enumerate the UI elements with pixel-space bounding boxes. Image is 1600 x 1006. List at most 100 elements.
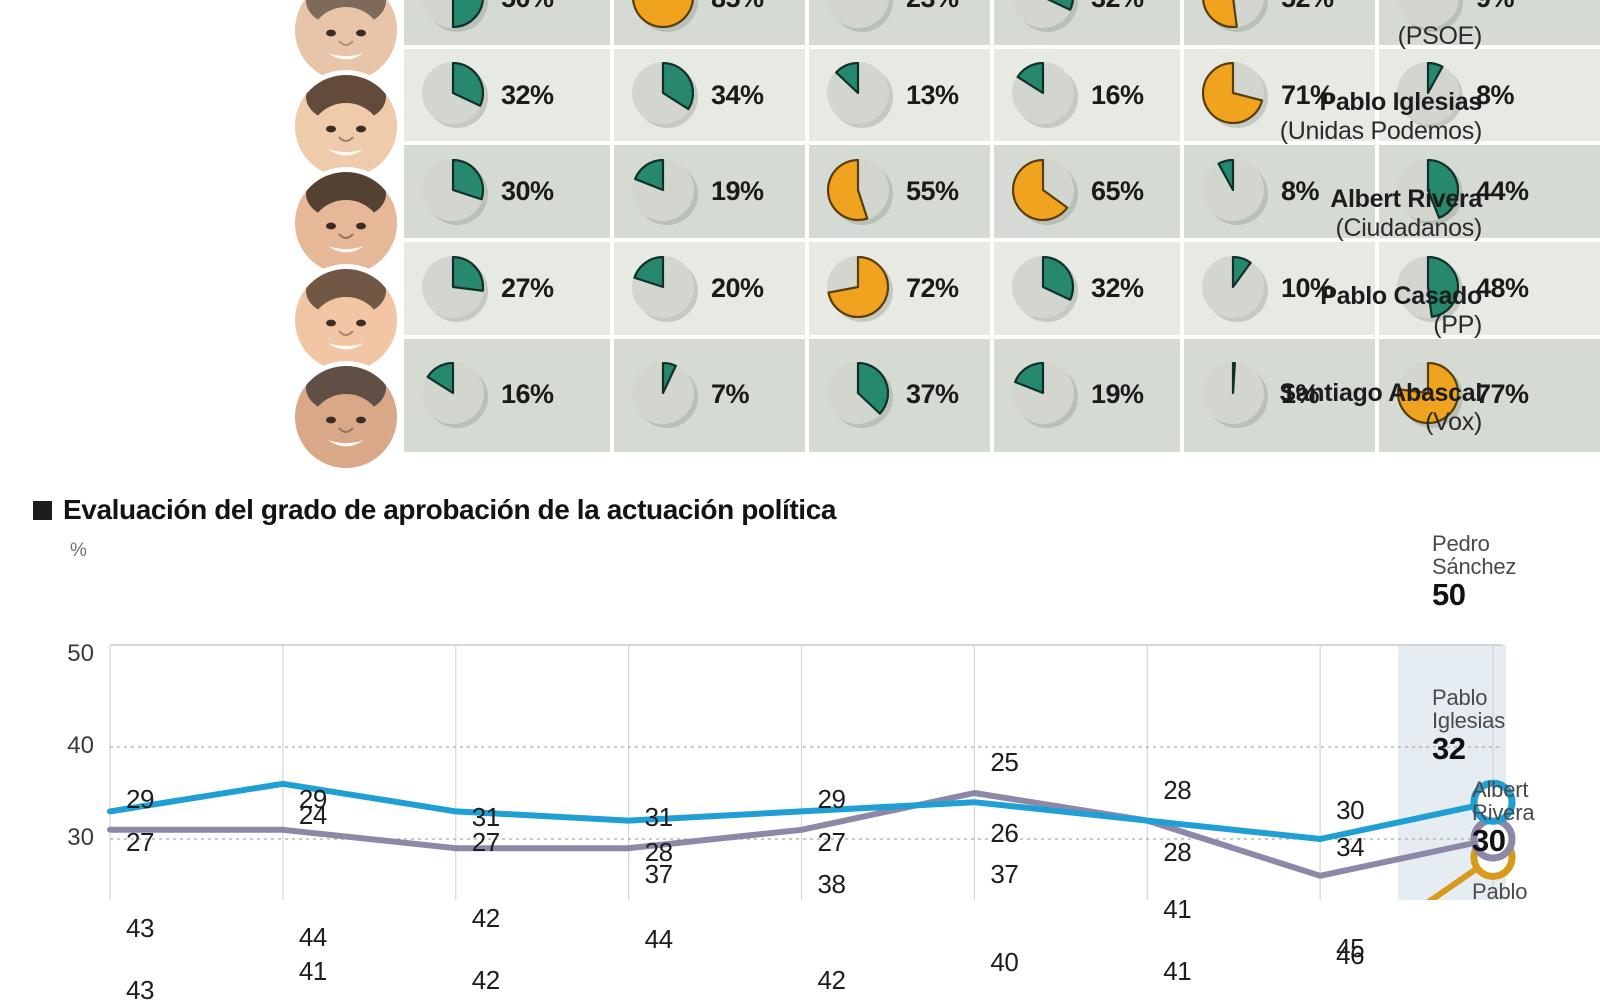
column-divider [805, 0, 809, 452]
pie-chart [827, 62, 893, 128]
face-photo [295, 269, 397, 371]
data-point-label: 37 [644, 859, 673, 890]
data-point-label: 45 [1336, 933, 1365, 963]
data-point-label: 41 [1163, 894, 1192, 925]
series-endpoint-label: Albert Rivera 30 [1472, 778, 1535, 857]
pie-slice [1016, 62, 1045, 95]
series-name-2: Sánchez [1432, 553, 1517, 579]
pie-slice [1231, 255, 1252, 288]
data-point-label: 43 [126, 974, 154, 1005]
series-name: Pedro [1432, 531, 1490, 556]
leader-party: (Ciudadanos) [1335, 213, 1483, 242]
face-photo [295, 75, 397, 177]
pie-chart [422, 361, 488, 428]
leader-name: Santiago Abascal [1279, 379, 1482, 407]
pie-slice [1217, 158, 1235, 191]
pie-cell: 16% [1012, 61, 1178, 129]
y-axis-tick-label: 50 [67, 640, 94, 667]
series-endpoint-label: Pedro Sánchez 50 [1432, 531, 1517, 611]
data-point-label: 27 [126, 827, 154, 858]
pie-chart [827, 361, 893, 428]
y-axis-unit-label: % [70, 540, 87, 561]
y-axis-tick-label: 40 [67, 732, 94, 759]
pie-chart [1202, 255, 1268, 322]
row-divider [400, 141, 1600, 145]
pie-percent-label: 34% [711, 79, 764, 110]
pie-percent-label: 52% [1281, 0, 1334, 14]
leader-avatar [290, 0, 402, 86]
pie-slice [634, 158, 665, 191]
data-point-label: 41 [1163, 956, 1192, 987]
pie-percent-label: 50% [501, 0, 554, 14]
leader-name: Albert Rivera [1330, 185, 1482, 213]
data-point-label: 24 [298, 799, 327, 830]
series-name: Pablo [1472, 879, 1528, 904]
face-photo [295, 0, 397, 81]
pie-percent-label: 19% [1091, 379, 1144, 409]
pie-slice [661, 62, 694, 111]
series-name-2: Iglesias [1432, 707, 1505, 733]
data-point-label: 43 [126, 912, 154, 943]
pie-chart [1202, 361, 1268, 428]
pie-percent-label: 16% [501, 379, 554, 409]
data-point-label: 29 [126, 783, 154, 814]
pie-percent-label: 7% [711, 379, 750, 409]
face-photo [295, 172, 397, 274]
pie-percent-label: 9% [1476, 0, 1515, 14]
data-point-label: 25 [990, 747, 1019, 777]
pie-percent-label: 20% [711, 273, 764, 303]
row-divider [400, 238, 1600, 242]
series-name: Pablo [1432, 685, 1488, 710]
data-point-label: 27 [817, 827, 846, 858]
leader-label: Pablo Iglesias (Unidas Podemos) [1280, 88, 1483, 145]
pie-cell: 34% [632, 61, 803, 129]
pie-slice [633, 255, 665, 288]
pie-chart [632, 361, 698, 428]
pie-chart [1202, 0, 1268, 32]
y-axis-tick-label: 30 [67, 824, 94, 851]
pie-chart [422, 158, 488, 225]
pie-percent-label: 55% [906, 176, 959, 206]
bullet-square-icon [33, 500, 52, 520]
pie-slice [1426, 255, 1459, 318]
data-point-label: 28 [644, 836, 673, 867]
leaders-pie-table: 50% 85% 23% 32% 52% 9% 32% 34% 13% 16% 71% 8% 30% 19%… [0, 0, 1600, 473]
pie-slice [426, 361, 455, 394]
column-divider [610, 0, 614, 452]
pie-chart [827, 255, 893, 322]
pie-slice [451, 255, 484, 292]
pie-percent-label: 10% [1281, 273, 1334, 303]
pie-cell: 30% [422, 158, 608, 226]
column-divider [1375, 0, 1379, 452]
pie-slice [1426, 62, 1444, 95]
data-point-label: 26 [990, 818, 1019, 849]
pie-slice [451, 0, 484, 28]
pie-slice [1397, 361, 1459, 424]
pie-chart [1012, 361, 1078, 428]
pie-percent-label: 32% [501, 79, 554, 110]
pie-cell: 72% [827, 255, 988, 323]
leader-label: (PSOE) [1397, 22, 1483, 51]
pie-chart [1397, 62, 1463, 128]
pie-chart [422, 0, 488, 32]
pie-percent-label: 44% [1476, 176, 1529, 206]
leader-party: (PSOE) [1397, 22, 1483, 50]
pie-percent-label: 8% [1476, 79, 1515, 110]
pie-slice [1014, 361, 1045, 394]
pie-percent-label: 32% [1091, 0, 1144, 14]
pie-chart [422, 255, 488, 322]
pie-chart [1397, 361, 1463, 428]
pie-slice [1202, 0, 1238, 28]
approval-line-chart-section: Evaluación del grado de aprobación de la… [0, 452, 1600, 1005]
data-point-label: 28 [1163, 836, 1192, 867]
leader-avatar [290, 70, 402, 182]
series-endpoint-label: Pablo [1472, 879, 1528, 904]
pie-percent-label: 72% [906, 273, 959, 303]
pie-slice [1041, 255, 1074, 301]
data-point-label: 29 [817, 783, 846, 814]
pie-percent-label: 71% [1281, 79, 1334, 110]
pie-percent-label: 13% [906, 79, 959, 110]
data-point-label: 34 [1336, 831, 1365, 862]
pie-chart [632, 158, 698, 225]
pie-chart [422, 62, 488, 128]
